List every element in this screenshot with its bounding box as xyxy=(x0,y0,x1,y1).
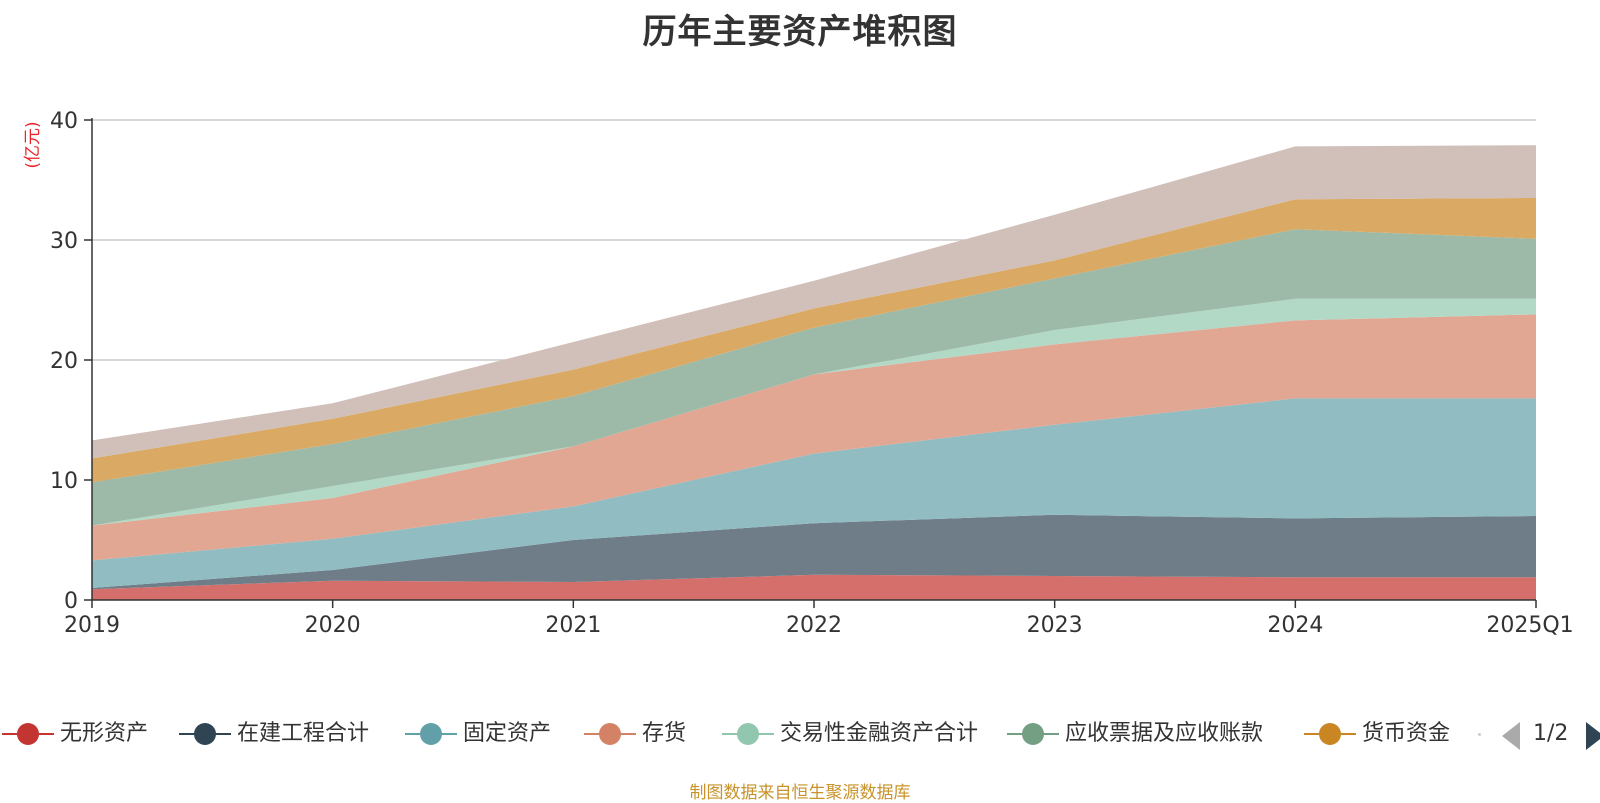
area-series-0[interactable] xyxy=(92,574,1536,600)
area-series-5[interactable] xyxy=(92,229,1536,526)
source-note: 制图数据来自恒生聚源数据库 xyxy=(689,783,911,803)
stacked-areas xyxy=(92,145,1536,600)
legend-label: 货币资金 xyxy=(1362,721,1451,746)
x-tick-label: 2020 xyxy=(305,613,361,638)
x-tick-label: 2019 xyxy=(64,613,120,638)
x-tick-label: 2022 xyxy=(786,613,842,638)
x-tick-label: 2024 xyxy=(1267,613,1323,638)
y-tick-label: 10 xyxy=(50,469,78,494)
legend-page-indicator: 1/2 xyxy=(1533,721,1569,746)
legend-label: 固定资产 xyxy=(463,721,552,746)
area-series-3[interactable] xyxy=(92,314,1536,561)
y-tick-label: 30 xyxy=(50,229,78,254)
area-series-4[interactable] xyxy=(92,298,1536,526)
legend-label: 交易性金融资产合计 xyxy=(780,721,979,746)
axes: 0 10 20 30 40 2019 2020 2021 2022 2023 2024 2025Q1 xyxy=(50,109,1574,638)
chart-title: 历年主要资产堆积图 xyxy=(642,12,958,52)
legend-marker-icon xyxy=(179,723,231,745)
legend-label: 应收票据及应收账款 xyxy=(1065,721,1264,746)
y-tick-label: 40 xyxy=(50,109,78,134)
legend-marker-icon xyxy=(1007,723,1059,745)
triangle-left-icon[interactable] xyxy=(1500,720,1524,750)
area-series-2[interactable] xyxy=(92,398,1536,588)
triangle-right-icon[interactable] xyxy=(1582,720,1600,750)
legend-pager: 1/2 xyxy=(1500,720,1600,756)
legend-label: 存货 xyxy=(642,721,687,746)
legend-marker-icon xyxy=(584,723,636,745)
legend-marker-icon xyxy=(722,723,774,745)
x-tick-label: 2021 xyxy=(545,613,601,638)
legend-marker-icon xyxy=(2,723,54,745)
area-series-7[interactable] xyxy=(92,145,1536,459)
area-series-6[interactable] xyxy=(92,198,1536,483)
legend-overflow-dot xyxy=(1478,733,1481,736)
area-series-1[interactable] xyxy=(92,514,1536,590)
y-axis-unit-label: (亿元) xyxy=(23,121,43,168)
x-tick-label: 2023 xyxy=(1027,613,1083,638)
x-tick-label: 2025Q1 xyxy=(1486,613,1573,638)
legend-marker-icon xyxy=(1304,723,1356,745)
legend-label: 无形资产 xyxy=(60,721,149,746)
legend-label: 在建工程合计 xyxy=(237,721,370,746)
y-tick-label: 20 xyxy=(50,349,78,374)
y-tick-label: 0 xyxy=(64,589,78,614)
legend-marker-icon xyxy=(405,723,457,745)
legend: 无形资产 在建工程合计 固定资产 存货 交易性金融资产合计 应收票据及应收账款 货币资金 xyxy=(0,716,1600,752)
